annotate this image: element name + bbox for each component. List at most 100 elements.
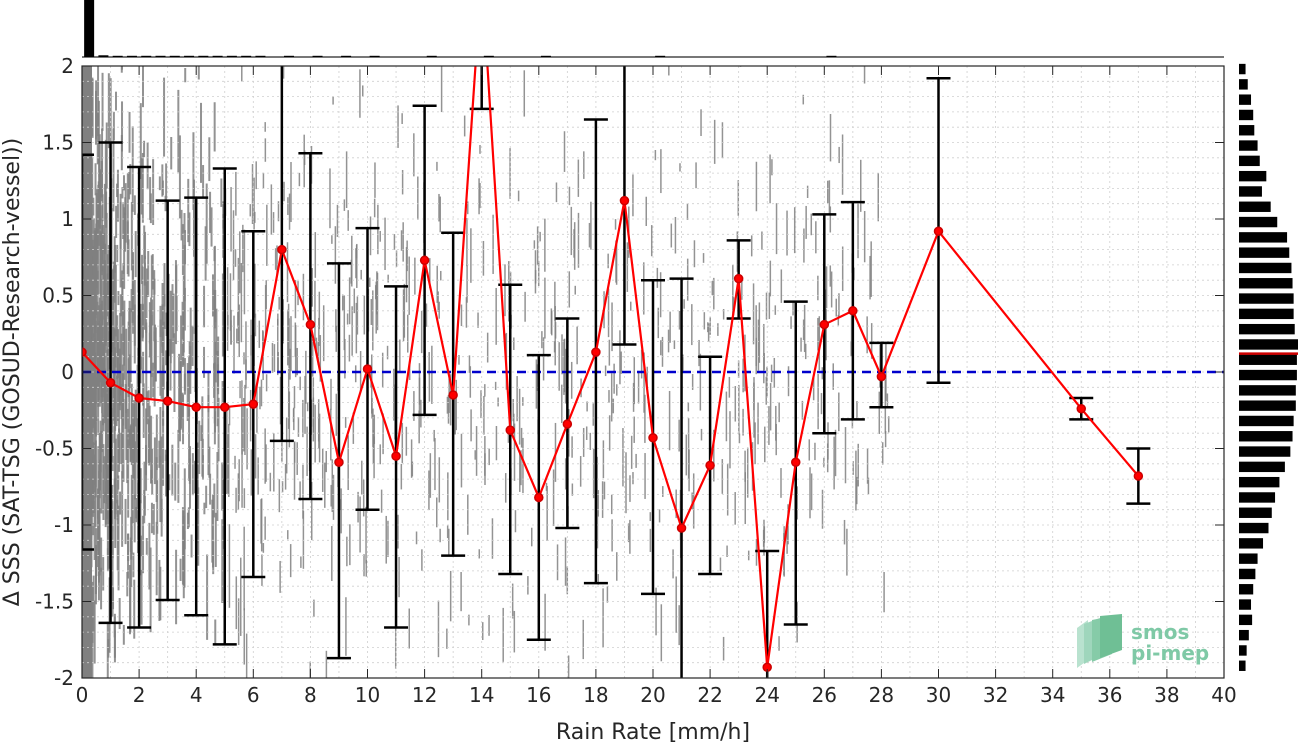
top-hist-bar — [169, 55, 180, 57]
right-hist-bar — [1239, 201, 1271, 212]
x-tick-label: 32 — [983, 683, 1008, 707]
mean-marker — [876, 371, 887, 382]
right-hist-bar — [1239, 186, 1262, 197]
right-hist-bar — [1239, 155, 1260, 167]
x-tick-labels: 0 2 4 6 8 10 12 14 16 18 20 22 24 26 28 30 32 34 36 38 40 — [76, 683, 1237, 707]
right-hist-bar — [1239, 400, 1296, 411]
logo-line1: smos — [1131, 620, 1189, 644]
plot-frame — [81, 65, 1225, 679]
x-tick-label: 8 — [304, 683, 317, 707]
right-hist-bar — [1239, 247, 1290, 258]
right-hist-bar — [1239, 216, 1278, 228]
x-tick-label: 26 — [812, 683, 837, 707]
x-tick-label: 4 — [190, 683, 203, 707]
mean-marker — [82, 347, 87, 357]
mean-line — [82, 66, 1140, 668]
right-hist-bar — [1239, 354, 1297, 365]
y-tick-label: 1.5 — [42, 131, 74, 155]
top-hist-bar — [155, 55, 166, 57]
right-hist-bar — [1239, 369, 1297, 381]
right-hist-bar — [1239, 645, 1247, 656]
top-hist-bar — [312, 55, 323, 57]
top-hist-bar — [540, 55, 551, 57]
right-hist-bar — [1239, 63, 1246, 75]
y-tick-label: 0.5 — [42, 284, 74, 308]
right-hist-bar — [1239, 492, 1276, 503]
x-tick-label: 0 — [76, 683, 89, 707]
mean-marker — [134, 393, 144, 403]
right-hist-bar — [1239, 476, 1280, 488]
x-tick-label: 10 — [355, 683, 380, 707]
mean-marker — [676, 523, 687, 533]
right-hist-bar — [1239, 232, 1288, 243]
mean-marker — [162, 396, 173, 406]
right-hist-bar — [1239, 323, 1295, 335]
mean-marker — [334, 457, 344, 468]
right-hist-bar — [1239, 599, 1252, 610]
right-hist-bar — [1239, 262, 1292, 274]
mean-marker — [733, 273, 744, 284]
right-hist-bar — [1239, 339, 1298, 350]
y-tick-label: -2 — [54, 666, 74, 690]
top-hist-bar — [198, 55, 209, 57]
top-hist-bar — [98, 55, 109, 57]
mean-marker — [819, 319, 830, 330]
right-hist-bar — [1239, 446, 1291, 457]
x-tick-label: 30 — [926, 683, 951, 707]
x-tick-label: 6 — [247, 683, 260, 707]
mean-marker — [305, 319, 316, 330]
x-tick-label: 14 — [469, 683, 494, 707]
top-hist-bar — [241, 55, 252, 57]
x-tick-label: 16 — [526, 683, 551, 707]
right-hist-bar — [1239, 293, 1294, 304]
x-tick-label: 34 — [1040, 683, 1065, 707]
right-hist-bar — [1239, 94, 1252, 105]
top-hist-bar — [212, 55, 223, 57]
top-hist-bar — [369, 55, 380, 57]
y-tick-label: 2 — [61, 54, 74, 78]
x-tick-label: 2 — [133, 683, 146, 707]
x-tick-label: 36 — [1097, 683, 1122, 707]
top-hist-bar — [184, 55, 195, 57]
right-hist-bar — [1239, 614, 1253, 626]
right-hist-bar — [1239, 584, 1254, 595]
mean-marker — [191, 402, 201, 412]
y-axis-title: Δ SSS (SAT-TSG (GOSUD-Research-vessel)) — [0, 138, 25, 606]
mean-marker — [1076, 403, 1086, 414]
right-hist-bar — [1239, 461, 1285, 473]
right-hist-bar — [1239, 140, 1258, 151]
mean-marker — [705, 460, 715, 471]
top-histogram — [82, 0, 1224, 58]
mean-marker — [505, 425, 515, 435]
mean-marker — [105, 377, 116, 388]
right-hist-bar — [1239, 629, 1249, 641]
right-hist-bar — [1239, 170, 1267, 182]
right-hist-bar — [1239, 308, 1294, 320]
y-tick-label: -1.5 — [35, 590, 74, 614]
mean-marker — [419, 255, 430, 266]
mean-marker — [619, 195, 630, 206]
right-histogram — [1239, 63, 1298, 671]
right-hist-bar — [1239, 522, 1269, 534]
right-hist-bar — [1239, 415, 1294, 427]
top-hist-bar — [341, 55, 352, 57]
right-hist-bar — [1239, 660, 1246, 671]
mean-marker — [448, 390, 458, 400]
right-hist-bar — [1239, 125, 1255, 136]
right-hist-bar — [1239, 538, 1264, 549]
mean-marker — [277, 244, 287, 255]
top-hist-bar — [112, 55, 123, 57]
top-hist-bar — [655, 55, 666, 57]
x-tick-label: 18 — [583, 683, 608, 707]
mean-marker — [362, 364, 373, 374]
x-tick-label: 12 — [412, 683, 437, 707]
y-tick-labels: -2 -1.5 -1 -0.5 0 0.5 1 1.5 2 — [35, 54, 74, 690]
mean-marker — [391, 451, 401, 461]
mean-marker — [562, 419, 573, 429]
x-axis-title: Rain Rate [mm/h] — [556, 720, 750, 745]
y-tick-label: -1 — [54, 513, 74, 537]
mean-marker — [791, 457, 801, 468]
smos-pimep-logo: smos pi-mep — [1077, 614, 1209, 668]
y-tick-label: 0 — [61, 360, 74, 384]
